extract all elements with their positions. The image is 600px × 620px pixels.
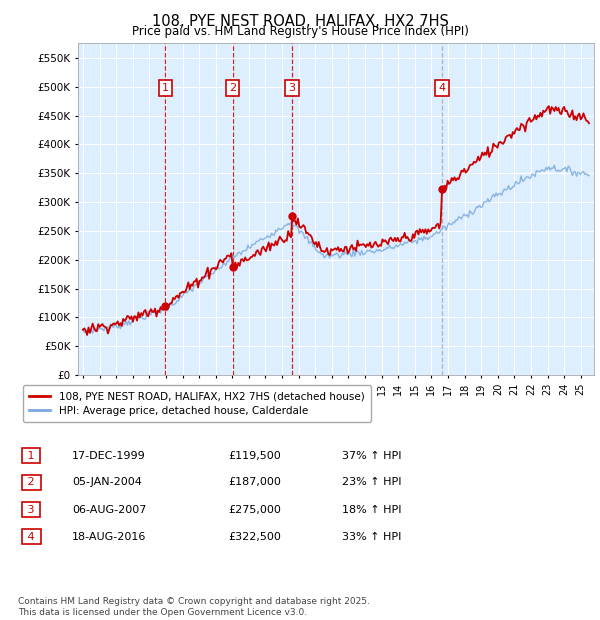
Text: 1: 1 xyxy=(24,451,38,461)
Text: 06-AUG-2007: 06-AUG-2007 xyxy=(72,505,146,515)
Text: 3: 3 xyxy=(289,83,296,93)
Text: £119,500: £119,500 xyxy=(228,451,281,461)
Text: 108, PYE NEST ROAD, HALIFAX, HX2 7HS: 108, PYE NEST ROAD, HALIFAX, HX2 7HS xyxy=(152,14,448,29)
Text: 05-JAN-2004: 05-JAN-2004 xyxy=(72,477,142,487)
Text: 1: 1 xyxy=(162,83,169,93)
Text: 23% ↑ HPI: 23% ↑ HPI xyxy=(342,477,401,487)
Text: Contains HM Land Registry data © Crown copyright and database right 2025.
This d: Contains HM Land Registry data © Crown c… xyxy=(18,598,370,617)
Text: 37% ↑ HPI: 37% ↑ HPI xyxy=(342,451,401,461)
Text: 2: 2 xyxy=(229,83,236,93)
Text: 4: 4 xyxy=(438,83,445,93)
Text: £187,000: £187,000 xyxy=(228,477,281,487)
Text: 4: 4 xyxy=(24,532,38,542)
Text: 17-DEC-1999: 17-DEC-1999 xyxy=(72,451,146,461)
Text: 33% ↑ HPI: 33% ↑ HPI xyxy=(342,532,401,542)
Text: 18-AUG-2016: 18-AUG-2016 xyxy=(72,532,146,542)
Text: 2: 2 xyxy=(24,477,38,487)
Text: 3: 3 xyxy=(24,505,38,515)
Legend: 108, PYE NEST ROAD, HALIFAX, HX2 7HS (detached house), HPI: Average price, detac: 108, PYE NEST ROAD, HALIFAX, HX2 7HS (de… xyxy=(23,385,371,422)
Text: Price paid vs. HM Land Registry's House Price Index (HPI): Price paid vs. HM Land Registry's House … xyxy=(131,25,469,38)
Text: 18% ↑ HPI: 18% ↑ HPI xyxy=(342,505,401,515)
Text: £322,500: £322,500 xyxy=(228,532,281,542)
Text: £275,000: £275,000 xyxy=(228,505,281,515)
